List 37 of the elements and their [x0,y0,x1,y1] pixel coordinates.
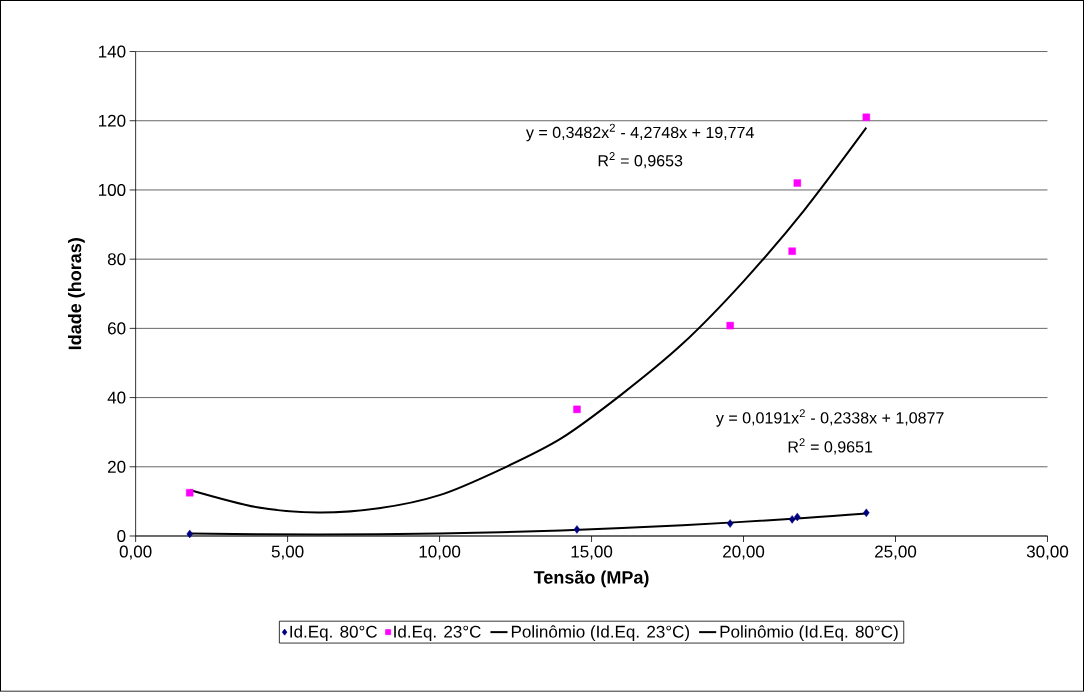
point [726,322,734,330]
point [186,489,194,497]
annotation: R$^{2}$ = 0,9651 [788,438,873,455]
x-axis-title: Tensão (MPa) [533,570,649,588]
legend-label: Id.Eq. 80°C [290,625,377,642]
annotation: y = 0,3482x$^{2}$ - 4,2748x + 19,774 [526,123,754,142]
y-axis-title: Idade (horas) [68,238,85,350]
point [726,519,734,528]
legend-label: Id.Eq. 23°C [394,625,481,642]
point [793,179,802,187]
point [573,405,581,414]
point [186,529,193,539]
y-tick-label: 140 [99,45,126,58]
legend-label: Polinômio (Id.Eq. 23°C) [511,625,690,642]
point [794,512,801,522]
y-tick-label: 0 [117,530,126,543]
y-tick-label: 100 [99,184,126,197]
y-tick-label: 60 [108,322,126,335]
x-tick-label: 15,00 [571,545,613,560]
y-tick-label: 120 [99,114,126,127]
point [863,508,870,518]
annotation: R$^{2}$ = 0,9653 [598,152,683,169]
point [788,515,796,524]
x-tick-label: 10,00 [419,545,461,560]
x-tick-label: 30,00 [1026,545,1069,560]
legend-label: Polinômio (Id.Eq. 80°C) [720,625,898,642]
point [788,247,796,256]
y-tick-label: 20 [108,460,126,473]
y-tick-label: 40 [107,391,126,404]
x-tick-label: 25,00 [875,545,917,560]
point [862,113,871,122]
annotation: y = 0,0191x$^{2}$ - 0,2338x + 1,0877 [715,409,944,427]
x-tick-label: 5,00 [271,545,304,560]
x-tick-label: 20,00 [723,545,765,560]
x-tick-label: 0,00 [119,545,152,560]
point [573,525,581,534]
y-tick-label: 80 [107,253,126,266]
